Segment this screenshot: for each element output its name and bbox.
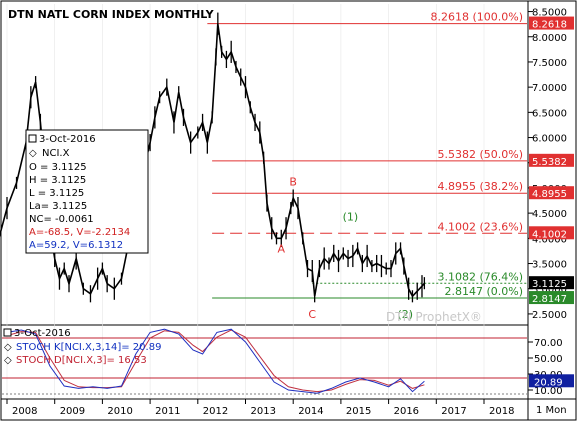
info-line: L = 3.1125: [29, 188, 84, 199]
y-tick-label: 4.0000: [532, 234, 567, 245]
y-tick-label: 8.0000: [532, 33, 567, 44]
annotation-label: (1): [343, 211, 359, 224]
diamond-icon: ◇: [4, 342, 12, 353]
info-date: 3-Oct-2016: [39, 134, 96, 145]
x-tick-label: 2009: [60, 406, 85, 417]
y-tick-label: 3.5000: [532, 260, 567, 271]
y-tick-label: 4.5000: [532, 209, 567, 220]
stoch-tick-label: 50.00: [534, 354, 563, 365]
stoch-tick-label: 10.00: [534, 386, 563, 397]
price-tag: [529, 16, 574, 30]
annotation-label: (2): [397, 308, 413, 321]
info-line: O = 3.1125: [29, 162, 87, 173]
price-tag-label: 4.8955: [532, 189, 567, 200]
last-price-label: 3.1125: [532, 279, 567, 290]
info-symbol: NCI.X: [42, 148, 70, 159]
annotation-label: B: [289, 175, 297, 188]
fib-label: 5.5382 (50.0%): [437, 148, 523, 161]
price-tag-label: 2.8147: [532, 294, 567, 305]
stoch-date: 3-Oct-2016: [14, 328, 71, 339]
info-line: La= 3.1125: [29, 201, 87, 212]
x-tick-label: 2013: [251, 406, 276, 417]
y-tick-label: 3.0000: [532, 285, 567, 296]
diamond-icon: ◇: [29, 148, 37, 159]
fib-label: 8.2618 (100.0%): [430, 11, 523, 24]
y-tick-label: 7.0000: [532, 83, 567, 94]
price-tag-label: 5.5382: [532, 157, 567, 168]
stoch-k-label: STOCH K[NCI.X,3,14]= 20.89: [16, 342, 161, 353]
price-tag: [529, 153, 574, 167]
price-series-group: [0, 12, 426, 303]
x-tick-label: 2018: [489, 406, 514, 417]
info-box: 3-Oct-2016 ◇ NCI.X O = 3.1125 H = 3.1125…: [25, 129, 149, 254]
x-tick-label: 2011: [155, 406, 180, 417]
x-tick-label: 2014: [298, 406, 323, 417]
last-price-tag: [529, 276, 574, 290]
info-line: NC= -0.0061: [29, 214, 94, 225]
x-tick-label: 2017: [441, 406, 466, 417]
y-tick-label: 6.5000: [532, 108, 567, 119]
stoch-last-tag: [529, 374, 574, 388]
y-tick-label: 6.0000: [532, 134, 567, 145]
stoch-d-line: [6, 329, 425, 393]
stoch-legend-bullet: [3, 328, 12, 337]
info-box-frame: [25, 129, 149, 254]
annotations: A B C (1) (2): [278, 175, 414, 321]
y-tick-label: 7.5000: [532, 58, 567, 69]
annotation-label: A: [278, 242, 286, 255]
stoch-last-label: 20.89: [534, 377, 563, 388]
stoch-k-line: [6, 328, 425, 394]
price-tag: [529, 186, 574, 200]
chart-title: DTN NATL CORN INDEX MONTHLY: [8, 8, 215, 21]
y-tick-label: 2.5000: [532, 310, 567, 321]
fib-label: 4.1002 (23.6%): [437, 220, 523, 233]
y-tick-label: 8.5000: [532, 8, 567, 19]
price-tag: [529, 226, 574, 240]
fib-levels: 8.2618 (100.0%) 5.5382 (50.0%) 4.8955 (38.…: [207, 11, 527, 299]
stoch-tick-label: 70.00: [534, 338, 563, 349]
price-tag-label: 8.2618: [532, 20, 567, 31]
x-tick-label: 2015: [346, 406, 371, 417]
diamond-icon: ◇: [4, 355, 12, 366]
stoch-legend: 3-Oct-2016 ◇ STOCH K[NCI.X,3,14]= 20.89 …: [3, 328, 161, 366]
price-tag: [529, 291, 574, 305]
time-axis: 2008 2009 2010 2011 2012 2013 2014 2015 2016 2017…: [6, 399, 514, 417]
interval-label: 1 Mon: [536, 405, 567, 416]
x-tick-label: 2016: [394, 406, 419, 417]
info-retracement-b: A=59.2, V=6.1312: [29, 240, 123, 251]
price-tag-label: 4.1002: [532, 229, 567, 240]
annotation-label: C: [308, 308, 316, 321]
fib-label: 2.8147 (0.0%): [444, 285, 523, 298]
x-tick-label: 2008: [12, 406, 37, 417]
info-retracement-a: A=-68.5, V=-2.2134: [29, 227, 130, 238]
info-line: H = 3.1125: [29, 175, 86, 186]
info-box-bullet: [28, 134, 37, 143]
watermark: DTN ProphetX®: [386, 310, 482, 324]
price-axis: 8.50008.00007.50007.00006.50006.00005.50…: [528, 8, 574, 321]
x-tick-label: 2012: [203, 406, 228, 417]
stoch-d-label: STOCH D[NCI.X,3]= 16.53: [16, 355, 147, 366]
fib-label: 3.1082 (76.4%): [437, 270, 523, 283]
fib-label: 4.8955 (38.2%): [437, 180, 523, 193]
x-tick-label: 2010: [107, 406, 132, 417]
